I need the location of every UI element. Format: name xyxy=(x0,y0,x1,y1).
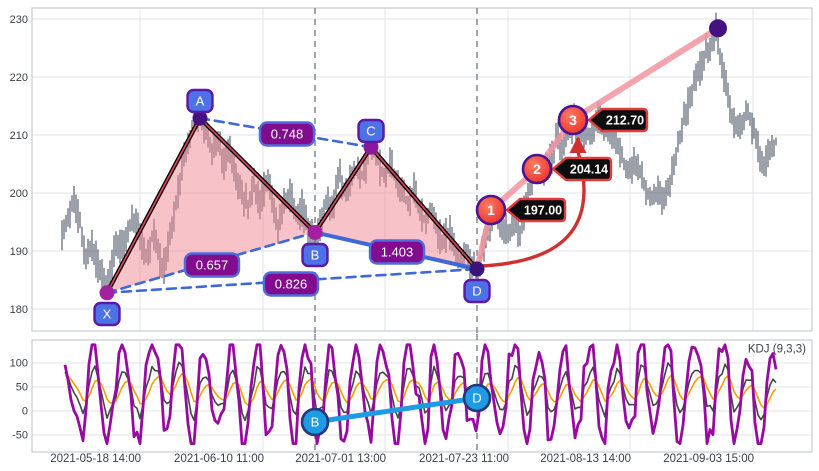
target-3-number: 3 xyxy=(569,112,577,128)
ratio-badge-xb[interactable]: 0.657 xyxy=(183,252,241,278)
price-grid xyxy=(31,7,813,332)
kdj-y-tick-50: 50 xyxy=(16,382,28,394)
pattern-point-d-dot[interactable] xyxy=(469,261,485,277)
pattern-point-x-dot[interactable] xyxy=(99,285,115,301)
ratio-bd-label: 1.403 xyxy=(381,245,414,260)
point-d-label: D xyxy=(472,284,481,299)
price-y-axis: 230 220 210 200 190 180 xyxy=(10,14,28,316)
price-chart-panel[interactable]: 230 220 210 200 190 180 0.748 0.657 0.82… xyxy=(0,0,819,334)
projection-end-dot[interactable] xyxy=(709,19,727,38)
trend-arrow-head xyxy=(569,136,587,153)
x-axis: 2021-05-18 14:00 2021-06-10 11:00 2021-0… xyxy=(50,453,754,465)
point-badge-d[interactable]: D xyxy=(463,278,491,304)
target-circle-3[interactable]: 3 xyxy=(557,104,589,136)
x-tick-5: 2021-08-13 14:00 xyxy=(540,453,631,465)
point-badge-b[interactable]: B xyxy=(301,242,329,268)
point-c-label: C xyxy=(366,124,375,139)
y-tick-180: 180 xyxy=(10,304,28,316)
target-circle-1[interactable]: 1 xyxy=(475,194,507,226)
y-tick-190: 190 xyxy=(10,246,28,258)
point-x-label: X xyxy=(103,307,112,322)
price-panel-border xyxy=(31,7,813,332)
price-tag-3-value: 212.70 xyxy=(606,114,644,128)
x-tick-1: 2021-05-18 14:00 xyxy=(50,453,141,465)
kdj-bd-connector-line[interactable] xyxy=(312,395,480,425)
y-tick-220: 220 xyxy=(10,72,28,84)
point-badge-x[interactable]: X xyxy=(93,301,121,327)
indicator-name-label: KDJ (9,3,3) xyxy=(748,344,806,356)
x-tick-4: 2021-07-23 11:00 xyxy=(419,453,509,465)
price-tag-2-value: 204.14 xyxy=(570,163,608,177)
kdj-indicator-panel[interactable]: B D KDJ (9,3,3) 100 50 0 -50 2021-05-18 … xyxy=(0,334,819,471)
price-tag-1[interactable]: 197.00 xyxy=(505,197,567,223)
point-badge-c[interactable]: C xyxy=(357,118,385,144)
ratio-xb-label: 0.657 xyxy=(196,258,229,273)
kdj-marker-d-label: D xyxy=(472,391,481,406)
ratio-badge-bd[interactable]: 1.403 xyxy=(368,239,426,265)
price-tag-3[interactable]: 212.70 xyxy=(587,107,649,133)
ratio-badge-ac[interactable]: 0.748 xyxy=(258,121,316,147)
kdj-y-axis: 100 50 0 -50 xyxy=(10,358,28,442)
price-tag-1-value: 197.00 xyxy=(524,204,562,218)
y-tick-210: 210 xyxy=(10,130,28,142)
point-b-label: B xyxy=(311,248,320,263)
target-2-number: 2 xyxy=(533,161,541,177)
kdj-marker-b[interactable]: B xyxy=(300,407,330,437)
kdj-y-tick-neg50: -50 xyxy=(12,430,28,442)
pattern-fill-bcd[interactable] xyxy=(315,147,477,269)
ratio-xd-label: 0.826 xyxy=(275,277,308,292)
pattern-point-c-dot[interactable] xyxy=(363,139,379,155)
target-circle-2[interactable]: 2 xyxy=(521,153,553,185)
x-tick-6: 2021-09-03 15:00 xyxy=(663,453,754,465)
point-badge-a[interactable]: A xyxy=(186,88,214,114)
kdj-panel-border xyxy=(31,339,813,453)
ratio-ac-label: 0.748 xyxy=(271,127,304,142)
kdj-marker-b-label: B xyxy=(311,415,320,430)
projection-line[interactable] xyxy=(474,25,721,272)
kdj-y-tick-0: 0 xyxy=(22,406,28,418)
target-1-number: 1 xyxy=(487,202,495,218)
y-tick-230: 230 xyxy=(10,14,28,26)
point-a-label: A xyxy=(196,94,205,109)
pattern-point-b-dot[interactable] xyxy=(307,224,323,240)
pattern-point-a-dot[interactable] xyxy=(192,110,208,126)
x-tick-2: 2021-06-10 11:00 xyxy=(174,453,264,465)
pattern-fill-xab[interactable] xyxy=(107,118,315,293)
kdj-y-tick-100: 100 xyxy=(10,358,28,370)
price-tag-2[interactable]: 204.14 xyxy=(551,156,613,182)
ratio-line-ac[interactable] xyxy=(198,116,373,149)
y-tick-200: 200 xyxy=(10,188,28,200)
kdj-marker-d[interactable]: D xyxy=(462,383,492,413)
ratio-badge-xd[interactable]: 0.826 xyxy=(262,271,320,297)
kdj-series xyxy=(63,343,778,445)
x-tick-3: 2021-07-01 13:00 xyxy=(295,453,386,465)
